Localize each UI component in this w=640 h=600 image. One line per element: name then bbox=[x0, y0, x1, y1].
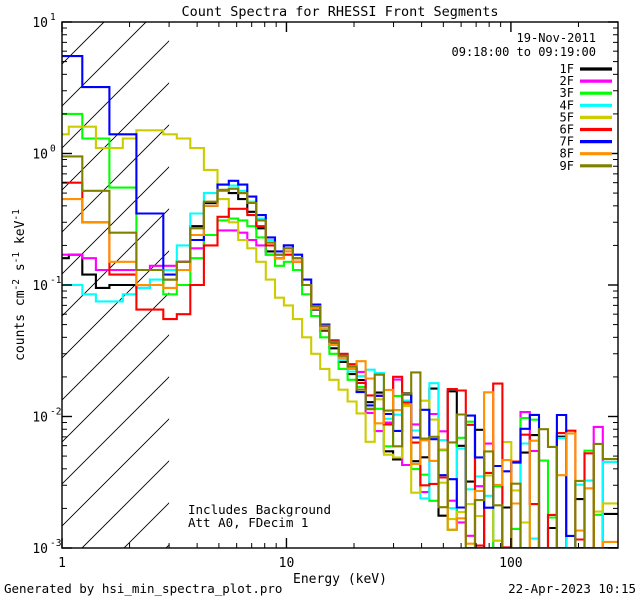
y-tick-label: 10 -3 bbox=[32, 538, 61, 557]
x-axis-label: Energy (keV) bbox=[293, 572, 387, 587]
x-tick-label: 10 bbox=[279, 556, 295, 571]
observation-interval: 09:18:00 to 09:19:00 bbox=[452, 45, 597, 59]
spectrum-trace-5f bbox=[62, 125, 618, 548]
svg-text:10: 10 bbox=[32, 148, 48, 163]
x-tick-label: 1 bbox=[58, 556, 66, 571]
spectrum-trace-6f bbox=[62, 181, 618, 548]
svg-text:10: 10 bbox=[32, 279, 48, 294]
svg-text:0: 0 bbox=[50, 144, 56, 155]
y-tick-label: 10 1 bbox=[32, 12, 56, 31]
note-attenuator: Att A0, FDecim 1 bbox=[188, 515, 308, 530]
spectrum-trace-7f bbox=[62, 55, 618, 548]
spectrum-trace-9f bbox=[62, 155, 618, 548]
y-tick-label: 10 -1 bbox=[32, 275, 61, 294]
legend-label-1f: 1F bbox=[560, 62, 574, 76]
footer-generator: Generated by hsi_min_spectra_plot.pro bbox=[4, 581, 282, 596]
svg-text:-2: -2 bbox=[50, 407, 61, 418]
legend-label-6f: 6F bbox=[560, 123, 574, 137]
legend-label-9f: 9F bbox=[560, 159, 574, 173]
spectrum-trace-2f bbox=[62, 229, 618, 548]
svg-text:10: 10 bbox=[32, 411, 48, 426]
legend-label-3f: 3F bbox=[560, 86, 574, 100]
y-tick-label: 10 0 bbox=[32, 144, 56, 163]
chart-title: Count Spectra for RHESSI Front Segments bbox=[182, 4, 499, 20]
axis-ticks bbox=[61, 21, 619, 549]
y-axis-label: counts cm-2 s-1 keV-1 bbox=[11, 209, 29, 361]
x-tick-label: 100 bbox=[499, 556, 522, 571]
svg-text:counts cm-2 s-1 keV-1: counts cm-2 s-1 keV-1 bbox=[11, 209, 29, 361]
legend-label-4f: 4F bbox=[560, 98, 574, 112]
spectra-traces bbox=[62, 55, 618, 548]
legend-label-2f: 2F bbox=[560, 74, 574, 88]
svg-text:10: 10 bbox=[32, 542, 48, 557]
legend-label-7f: 7F bbox=[560, 135, 574, 149]
svg-text:-1: -1 bbox=[50, 275, 62, 286]
note-includes-background: Includes Background bbox=[188, 502, 331, 517]
observation-date: 19-Nov-2011 bbox=[517, 31, 596, 45]
y-tick-label: 10 -2 bbox=[32, 407, 61, 426]
legend-label-5f: 5F bbox=[560, 110, 574, 124]
svg-text:-3: -3 bbox=[50, 538, 61, 549]
legend-label-8f: 8F bbox=[560, 147, 574, 161]
svg-text:1: 1 bbox=[50, 12, 56, 23]
footer-timestamp: 22-Apr-2023 10:15 bbox=[508, 581, 636, 596]
svg-text:10: 10 bbox=[32, 16, 48, 31]
